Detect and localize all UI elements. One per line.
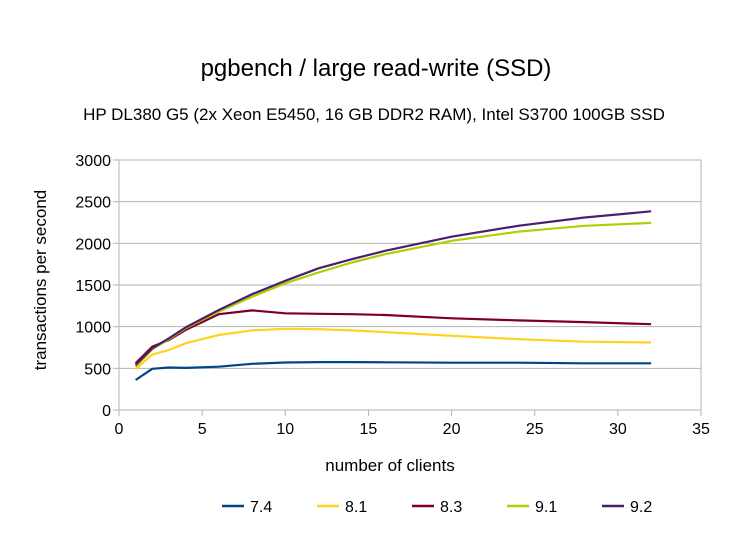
x-tick-label: 5 <box>198 421 207 438</box>
legend: 7.4 8.1 8.3 9.1 9.2 <box>222 499 652 516</box>
x-tick-label: 15 <box>360 421 378 438</box>
legend-label: 9.1 <box>535 499 557 516</box>
x-tick-label: 10 <box>276 421 294 438</box>
chart-subtitle: HP DL380 G5 (2x Xeon E5450, 16 GB DDR2 R… <box>83 105 665 124</box>
y-tick-label: 3000 <box>75 153 111 170</box>
series-line-9-2 <box>134 210 652 366</box>
chart-title: pgbench / large read-write (SSD) <box>201 55 552 82</box>
series-line-7-4 <box>134 361 652 381</box>
y-axis-title: transactions per second <box>31 190 50 371</box>
x-axis-title: number of clients <box>325 456 454 475</box>
y-tick-labels: 0 500 1000 1500 2000 2500 3000 <box>75 153 111 420</box>
x-tick-label: 25 <box>526 421 544 438</box>
x-tick-labels: 0 5 10 15 20 25 30 35 <box>115 421 710 438</box>
legend-label: 8.1 <box>345 499 367 516</box>
y-tick-label: 1500 <box>75 278 111 295</box>
series-lines <box>134 210 652 381</box>
x-tick-label: 0 <box>115 421 124 438</box>
axes <box>113 159 702 416</box>
y-tick-label: 2000 <box>75 236 111 253</box>
y-tick-label: 0 <box>102 403 111 420</box>
legend-label: 9.2 <box>630 499 652 516</box>
y-tick-label: 500 <box>84 361 111 378</box>
y-tick-label: 2500 <box>75 195 111 212</box>
x-tick-label: 20 <box>443 421 461 438</box>
legend-label: 7.4 <box>250 499 272 516</box>
series-line-8-1 <box>134 327 652 371</box>
grid-lines <box>119 159 701 411</box>
x-tick-label: 35 <box>692 421 710 438</box>
y-tick-label: 1000 <box>75 320 111 337</box>
series-line-9-1 <box>134 221 652 368</box>
legend-label: 8.3 <box>440 499 462 516</box>
x-tick-label: 30 <box>609 421 627 438</box>
